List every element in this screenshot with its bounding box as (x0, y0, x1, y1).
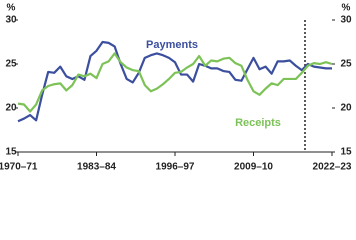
chart: % % 15 20 25 30 15 20 25 30 1970–71 1983–84 1996–9… (0, 3, 352, 173)
y-unit: % (7, 3, 16, 14)
y2-tick-label: 20 (340, 103, 352, 114)
x-tick-label: 1983–84 (77, 162, 116, 173)
y2-tick-label: 25 (340, 59, 352, 70)
y2-tick-label: 15 (340, 147, 352, 158)
x-tick-label: 2009–10 (234, 162, 273, 173)
y-tick-label: 25 (5, 59, 17, 70)
y2-unit: % (342, 3, 351, 14)
series-line (17, 40, 332, 123)
series-line (17, 52, 333, 113)
y-tick-label: 30 (5, 15, 17, 26)
y-tick-label: 20 (5, 103, 17, 114)
series-label: Payments (146, 39, 198, 51)
y2-tick-label: 30 (340, 15, 352, 26)
x-tick-label: 1996–97 (156, 162, 195, 173)
x-tick-label: 1970–71 (0, 162, 38, 173)
series-label: Receipts (235, 117, 281, 129)
x-tick-label: 2022–23 (313, 162, 352, 173)
y-tick-label: 15 (5, 147, 17, 158)
